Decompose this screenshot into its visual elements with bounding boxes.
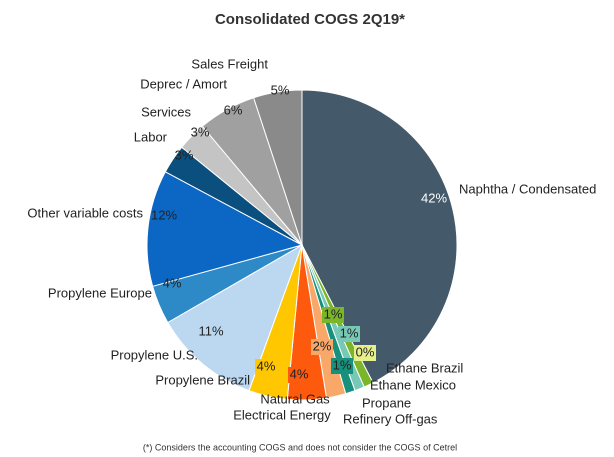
data-label: 12% [151,207,177,222]
slice-label: Natural Gas [260,391,330,406]
slice-label: Services [141,104,191,119]
slice-label: Deprec / Amort [140,76,227,91]
label-box [331,358,353,374]
slice-label: Ethane Brazil [386,360,463,375]
slice-label: Naphtha / Condensated [459,181,596,196]
label-box [255,359,277,375]
slice-label: Refinery Off-gas [343,411,438,426]
data-label: 5% [271,82,290,97]
data-label: 6% [224,102,243,117]
data-label: 4% [290,366,309,381]
slice-label: Ethane Mexico [370,377,456,392]
slice-label: Electrical Energy [233,407,331,422]
data-label: 11% [198,323,223,338]
slice-label: Other variable costs [27,205,143,220]
chart-title: Consolidated COGS 2Q19* [215,11,405,28]
slice-label: Sales Freight [191,56,268,71]
label-box [354,345,376,361]
pie-slice [253,89,303,246]
slice-label: Propylene Brazil [155,372,250,387]
label-box [311,339,333,355]
data-label: 3% [175,147,194,162]
data-label: 1% [333,357,352,372]
label-box [288,367,310,383]
slice-label: Propylene U.S. [111,347,198,362]
data-label: 42% [421,190,447,205]
data-label: 2% [313,338,332,353]
label-box [338,326,360,342]
footnote: (*) Considers the accounting COGS and do… [143,442,457,452]
slice-label: Propane [362,395,411,410]
pie-slice [146,171,304,287]
label-box [322,307,344,323]
data-label: 4% [163,275,182,290]
data-label: 1% [324,306,343,321]
data-label: 0% [356,344,375,359]
slice-label: Propylene Europe [48,285,152,300]
data-label: 3% [191,124,210,139]
data-label: 1% [340,325,359,340]
data-label: 4% [257,358,276,373]
slice-label: Labor [134,129,168,144]
pie-slice [167,243,303,392]
